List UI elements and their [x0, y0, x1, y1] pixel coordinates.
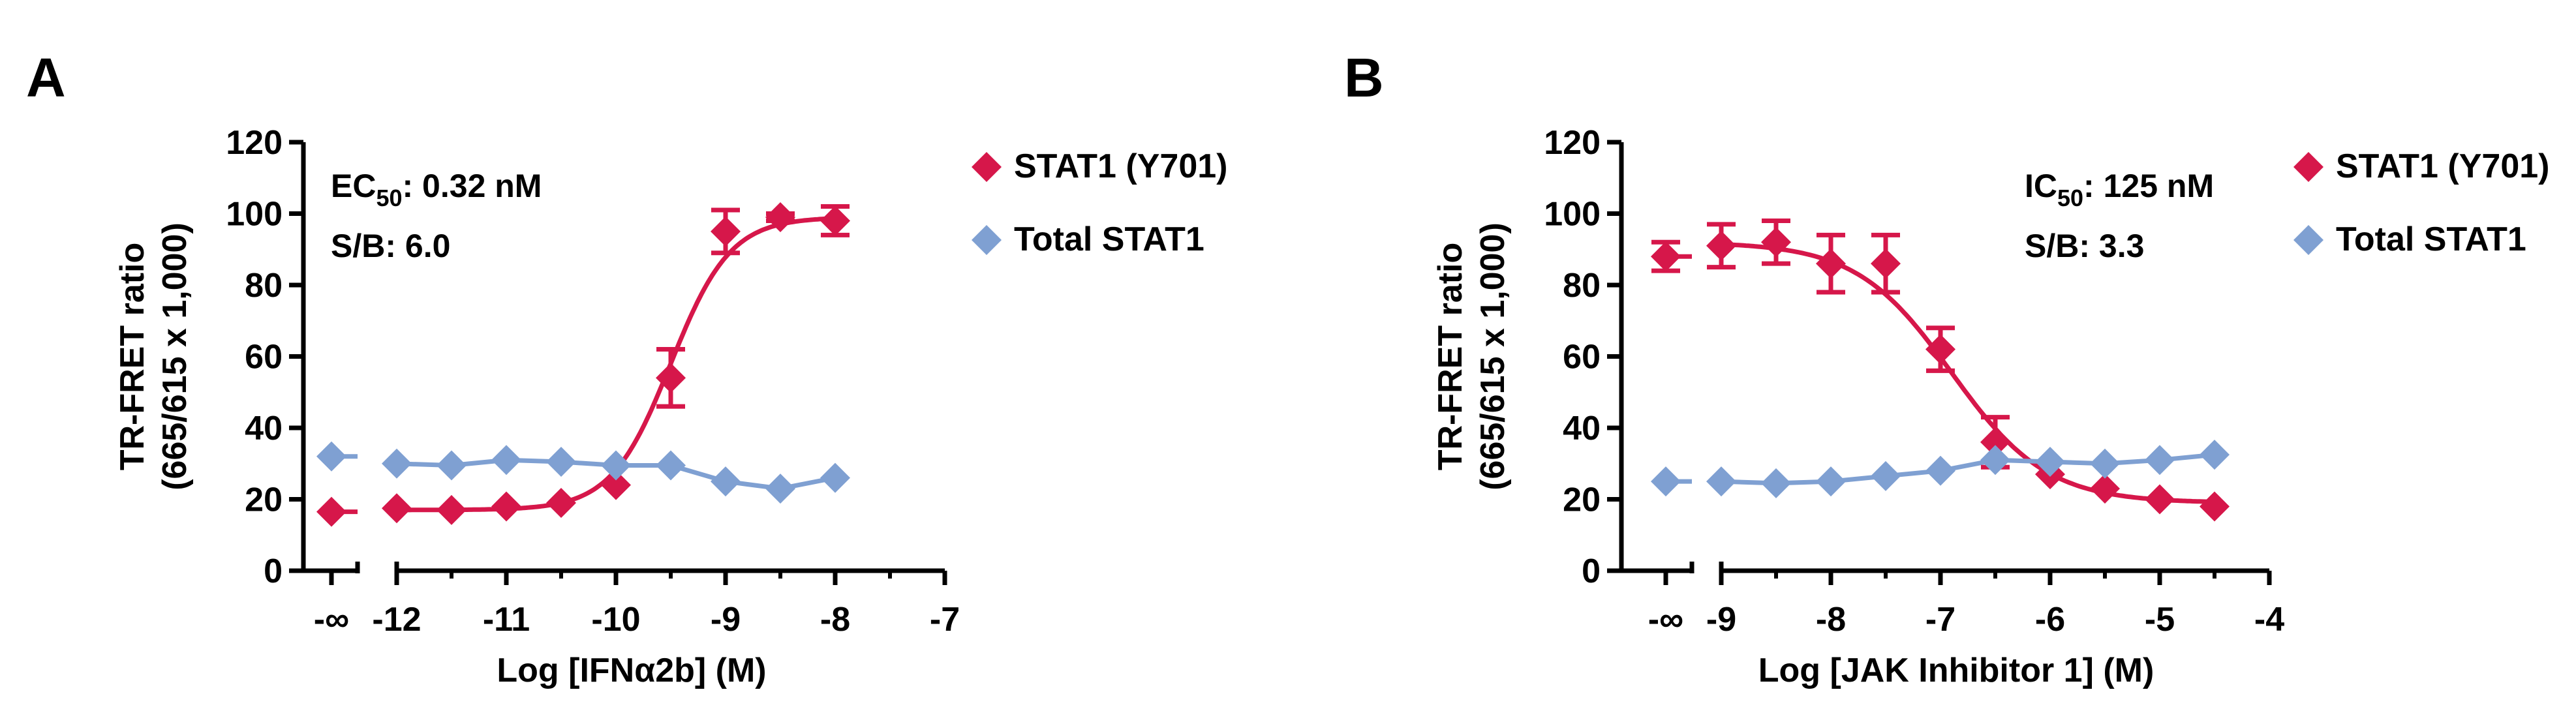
panel-label: B	[1344, 47, 1384, 108]
signal-background-annotation: S/B: 3.3	[2025, 228, 2144, 264]
data-point-total-stat1	[2090, 448, 2120, 479]
data-point-stat1-y701	[1651, 241, 1681, 272]
y-tick-label: 0	[1582, 552, 1601, 590]
y-tick-label: 80	[245, 267, 283, 305]
data-point-total-stat1	[656, 450, 686, 481]
panel-a: A 0 20 40 60 80 100 120 -∞ -12 -11 -10 -9 -8 -7 Log [IF…	[26, 47, 1228, 689]
data-point-stat1-y701	[382, 493, 412, 524]
x-tick-label: -7	[1925, 601, 1955, 639]
x-tick-label: -4	[2254, 601, 2284, 639]
legend-marker	[972, 225, 1002, 255]
data-point-stat1-y701	[1980, 427, 2010, 457]
x-axis-title: Log [JAK Inhibitor 1] (M)	[1758, 652, 2154, 689]
x-tick-label: -8	[1816, 601, 1846, 639]
y-tick-label: 0	[264, 552, 283, 590]
y-tick-label: 80	[1563, 267, 1601, 305]
line-total-stat1	[1721, 452, 2215, 486]
legend-marker	[2293, 225, 2323, 255]
legend-label: STAT1 (Y701)	[2336, 147, 2550, 185]
y-axis-title: TR-FRET ratio	[1432, 243, 1469, 471]
data-point-stat1-y701	[711, 216, 741, 247]
x-tick-label-neg-inf: -∞	[314, 601, 349, 639]
signal-background-annotation: S/B: 6.0	[331, 228, 450, 264]
data-point-stat1-y701	[1761, 227, 1791, 258]
data-point-total-stat1	[765, 474, 795, 504]
y-tick-label: 100	[1544, 196, 1601, 234]
y-tick-label: 20	[1563, 481, 1601, 519]
x-axis-title: Log [IFNα2b] (M)	[497, 652, 766, 689]
y-tick-label: 40	[245, 410, 283, 447]
data-point-total-stat1	[1925, 455, 1955, 486]
legend-label: STAT1 (Y701)	[1014, 147, 1228, 185]
panel-label: A	[26, 47, 66, 108]
y-axis-title-units: (665/615 x 1,000)	[1474, 222, 1512, 490]
data-point-total-stat1	[546, 447, 576, 477]
data-point-total-stat1	[1651, 466, 1681, 497]
fit-curve-stat1-y701	[1721, 241, 2215, 504]
data-point-total-stat1	[1871, 460, 1901, 491]
data-point-total-stat1	[1706, 466, 1736, 497]
x-tick-label: -5	[2145, 601, 2175, 639]
legend-marker	[2293, 152, 2323, 182]
data-point-total-stat1	[601, 450, 631, 481]
data-point-total-stat1	[2145, 445, 2175, 475]
data-point-stat1-y701	[1706, 230, 1736, 261]
potency-annotation: IC50: 125 nM	[2025, 168, 2214, 211]
data-point-total-stat1	[491, 445, 521, 475]
data-point-total-stat1	[437, 450, 467, 481]
data-point-stat1-y701	[2200, 491, 2230, 522]
data-point-stat1-y701	[316, 496, 346, 527]
legend-label: Total STAT1	[2336, 220, 2526, 258]
x-tick-label-neg-inf: -∞	[1648, 601, 1683, 639]
y-tick-label: 40	[1563, 410, 1601, 447]
potency-annotation: EC50: 0.32 nM	[331, 168, 542, 211]
data-point-total-stat1	[1816, 466, 1846, 497]
data-point-total-stat1	[316, 441, 346, 472]
y-tick-label: 120	[226, 124, 283, 162]
legend-label: Total STAT1	[1014, 220, 1204, 258]
x-tick-label: -12	[372, 601, 421, 639]
data-point-total-stat1	[2200, 440, 2230, 470]
x-tick-label: -7	[930, 601, 960, 639]
y-tick-label: 120	[1544, 124, 1601, 162]
panel-b: B 0 20 40 60 80 100 120 -∞ -9 -8 -7 -6 -5 -4 Log [JAK I…	[1344, 47, 2550, 689]
data-point-stat1-y701	[1816, 249, 1846, 279]
data-point-stat1-y701	[491, 491, 521, 522]
y-axis-title: TR-FRET ratio	[114, 243, 151, 471]
data-point-stat1-y701	[2145, 484, 2175, 515]
data-point-stat1-y701	[820, 205, 850, 236]
data-point-stat1-y701	[2090, 474, 2120, 504]
data-point-stat1-y701	[437, 494, 467, 525]
x-tick-label: -9	[711, 601, 741, 639]
y-tick-label: 20	[245, 481, 283, 519]
x-tick-label: -9	[1706, 601, 1736, 639]
data-point-stat1-y701	[1871, 249, 1901, 279]
data-point-total-stat1	[711, 466, 741, 497]
data-point-stat1-y701	[1925, 334, 1955, 365]
x-tick-label: -10	[591, 601, 640, 639]
x-tick-label: -8	[820, 601, 850, 639]
y-tick-label: 100	[226, 196, 283, 234]
x-tick-label: -6	[2035, 601, 2065, 639]
y-axis-title-units: (665/615 x 1,000)	[156, 222, 194, 490]
data-point-stat1-y701	[601, 470, 631, 500]
data-point-total-stat1	[1980, 445, 2010, 475]
y-tick-label: 60	[245, 339, 283, 376]
data-point-total-stat1	[2035, 447, 2065, 477]
data-point-stat1-y701	[656, 363, 686, 393]
data-point-total-stat1	[820, 462, 850, 493]
data-point-stat1-y701	[765, 202, 795, 232]
legend-marker	[972, 152, 1002, 182]
x-tick-label: -11	[483, 601, 530, 639]
data-point-total-stat1	[1761, 468, 1791, 498]
data-point-total-stat1	[382, 448, 412, 479]
data-point-stat1-y701	[546, 487, 576, 518]
y-tick-label: 60	[1563, 339, 1601, 376]
